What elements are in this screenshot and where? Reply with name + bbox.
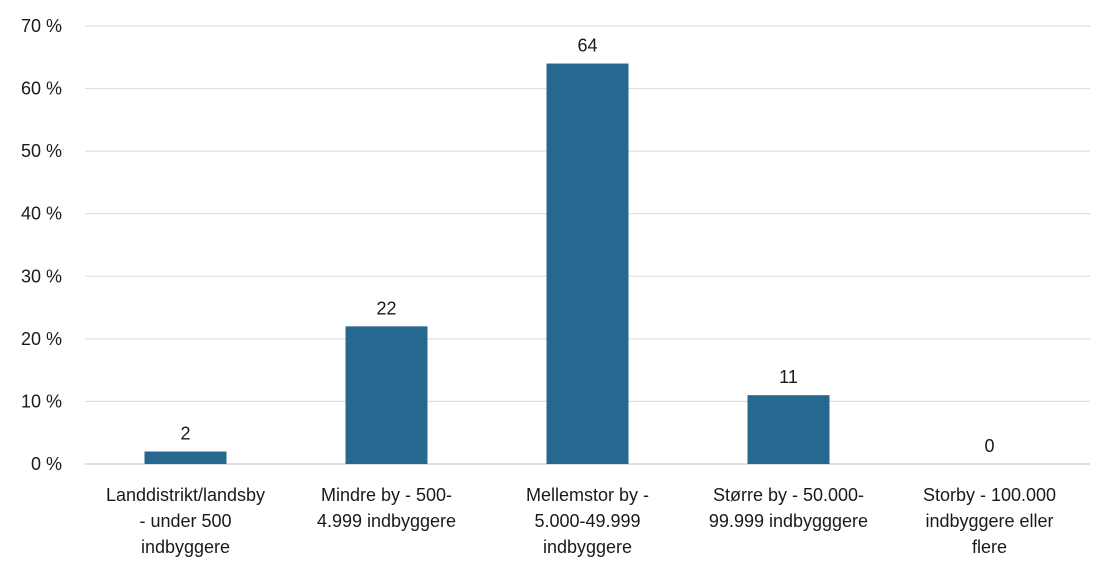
x-tick-label: Større by - 50.000-99.999 indbygggere (709, 485, 868, 531)
y-tick-label: 50 % (21, 141, 62, 161)
bar (144, 451, 227, 464)
data-label: 0 (984, 436, 994, 456)
x-tick-label: Storby - 100.000 indbyggere eller flere (923, 485, 1056, 557)
bar (546, 63, 629, 465)
x-tick-label: Mindre by - 500-4.999 indbyggere (317, 485, 456, 531)
y-tick-label: 60 % (21, 79, 62, 99)
y-tick-label: 10 % (21, 391, 62, 411)
data-label: 2 (180, 423, 190, 443)
data-label: 64 (577, 36, 597, 56)
x-tick-label: Mellemstor by -5.000-49.999 indbyggere (526, 485, 649, 557)
x-axis-labels: Landdistrikt/landsby - under 500 indbygger… (106, 485, 1056, 557)
y-axis-ticks: 0 % 10 % 20 % 30 % 40 % 50 % 60 % 70 % (21, 16, 62, 474)
y-tick-label: 20 % (21, 329, 62, 349)
y-tick-label: 30 % (21, 266, 62, 286)
x-tick-label: Landdistrikt/landsby - under 500 indbygger… (106, 485, 265, 557)
bars (144, 63, 830, 465)
data-label: 11 (779, 367, 798, 387)
y-tick-label: 40 % (21, 204, 62, 224)
data-label: 22 (376, 298, 396, 318)
y-tick-label: 70 % (21, 16, 62, 36)
bar (747, 395, 830, 464)
y-tick-label: 0 % (31, 454, 62, 474)
bar (345, 326, 428, 464)
